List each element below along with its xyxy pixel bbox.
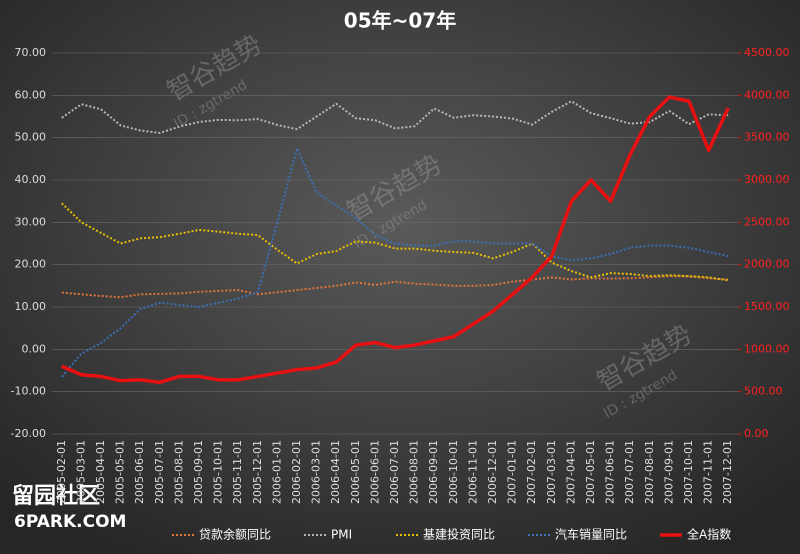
x-tick-label: 2006-03-01	[310, 440, 323, 504]
x-tick-label: 2007-06-01	[604, 440, 617, 504]
x-tick-label: 2007-09-01	[662, 440, 675, 504]
x-tick-label: 2007-03-01	[545, 440, 558, 504]
y2-tick-label: 1000.00	[744, 342, 790, 355]
x-tick-label: 2005-06-01	[133, 440, 146, 504]
y-tick-label: -10.00	[11, 385, 46, 398]
x-tick-label: 2007-11-01	[702, 440, 715, 504]
y-tick-label: 20.00	[15, 258, 47, 271]
x-tick-label: 2005-11-01	[231, 440, 244, 504]
y2-tick-label: 2000.00	[744, 258, 790, 271]
legend-label: 基建投资同比	[423, 527, 495, 542]
series-line	[61, 202, 729, 282]
chart-title: 05年~07年	[344, 9, 456, 33]
x-tick-label: 2006-05-01	[349, 440, 362, 504]
legend-label: 全A指数	[687, 527, 731, 542]
logo-en: 6PARK.COM	[14, 512, 126, 532]
x-tick-label: 2007-08-01	[643, 440, 656, 504]
y2-tick-label: 4500.00	[744, 46, 790, 59]
y2-tick-label: 3500.00	[744, 131, 790, 144]
legend-label: 汽车销量同比	[555, 527, 627, 542]
x-tick-label: 2006-09-01	[427, 440, 440, 504]
x-tick-label: 2005-03-01	[74, 440, 87, 504]
x-tick-label: 2005-05-01	[114, 440, 127, 504]
y2-tick-label: 500.00	[744, 385, 783, 398]
x-tick-label: 2006-08-01	[408, 440, 421, 504]
series-line	[61, 95, 730, 385]
y2-tick-label: 4000.00	[744, 88, 790, 101]
x-tick-label: 2005-07-01	[153, 440, 166, 504]
x-tick-label: 2007-05-01	[584, 440, 597, 504]
x-tick-label: 2005-12-01	[251, 440, 264, 504]
y-tick-label: 60.00	[15, 88, 47, 101]
x-tick-label: 2006-04-01	[329, 440, 342, 504]
x-tick-label: 2005-02-01	[55, 440, 68, 504]
x-tick-label: 2007-07-01	[623, 440, 636, 504]
x-tick-label: 2006-10-01	[447, 440, 460, 504]
y2-tick-label: 1500.00	[744, 300, 790, 313]
logo-cn: 留园社区	[12, 483, 100, 509]
legend-label: PMI	[331, 528, 352, 542]
y-tick-label: 50.00	[15, 131, 47, 144]
y-tick-label: -20.00	[11, 427, 46, 440]
x-tick-label: 2007-04-01	[564, 440, 577, 504]
x-tick-label: 2006-11-01	[466, 440, 479, 504]
y2-tick-label: 2500.00	[744, 215, 790, 228]
x-tick-label: 2005-09-01	[192, 440, 205, 504]
x-tick-label: 2006-06-01	[368, 440, 381, 504]
x-tick-label: 2006-01-01	[270, 440, 283, 504]
x-tick-label: 2006-07-01	[388, 440, 401, 504]
series-line	[61, 147, 729, 378]
x-tick-label: 2005-10-01	[212, 440, 225, 504]
y-tick-label: 0.00	[22, 342, 47, 355]
series-line	[61, 100, 729, 135]
x-tick-label: 2006-12-01	[486, 440, 499, 504]
x-tick-label: 2007-12-01	[721, 440, 734, 504]
y-tick-label: 40.00	[15, 173, 47, 186]
y-tick-label: 30.00	[15, 215, 47, 228]
x-tick-label: 2005-08-01	[172, 440, 185, 504]
x-tick-label: 2007-10-01	[682, 440, 695, 504]
y-tick-label: 70.00	[15, 46, 47, 59]
legend-label: 贷款余额同比	[199, 527, 271, 542]
x-tick-label: 2007-02-01	[525, 440, 538, 504]
y-tick-label: 10.00	[15, 300, 47, 313]
x-tick-label: 2007-01-01	[506, 440, 519, 504]
x-tick-label: 2006-02-01	[290, 440, 303, 504]
x-tick-label: 2005-04-01	[94, 440, 107, 504]
y2-tick-label: 3000.00	[744, 173, 790, 186]
logo: 留园社区 6PARK.COM	[12, 483, 126, 532]
y2-tick-label: 0.00	[744, 427, 769, 440]
